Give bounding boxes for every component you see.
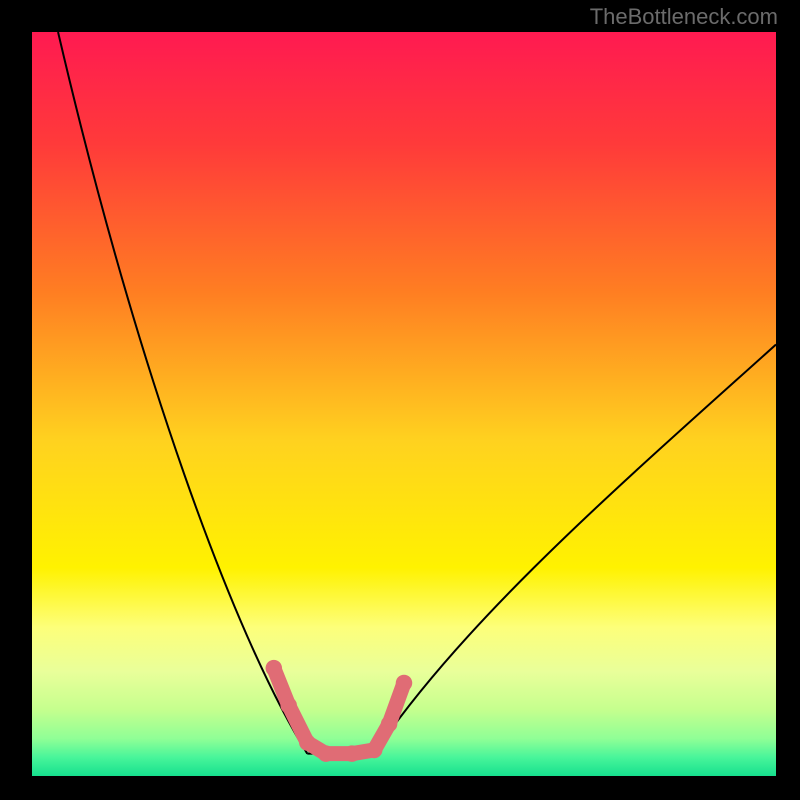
valley-highlight-dot <box>318 745 335 762</box>
chart-stage: TheBottleneck.com <box>0 0 800 800</box>
plot-area <box>32 32 776 776</box>
gradient-background <box>32 32 776 776</box>
valley-highlight-dot <box>366 742 383 759</box>
watermark-text: TheBottleneck.com <box>590 4 778 30</box>
valley-highlight-dot <box>381 716 398 733</box>
valley-highlight-dot <box>266 660 283 677</box>
plot-svg <box>32 32 776 776</box>
valley-highlight-dot <box>344 745 361 762</box>
valley-highlight-dot <box>299 734 316 751</box>
valley-highlight-dot <box>280 697 297 714</box>
valley-highlight-dot <box>396 675 413 692</box>
